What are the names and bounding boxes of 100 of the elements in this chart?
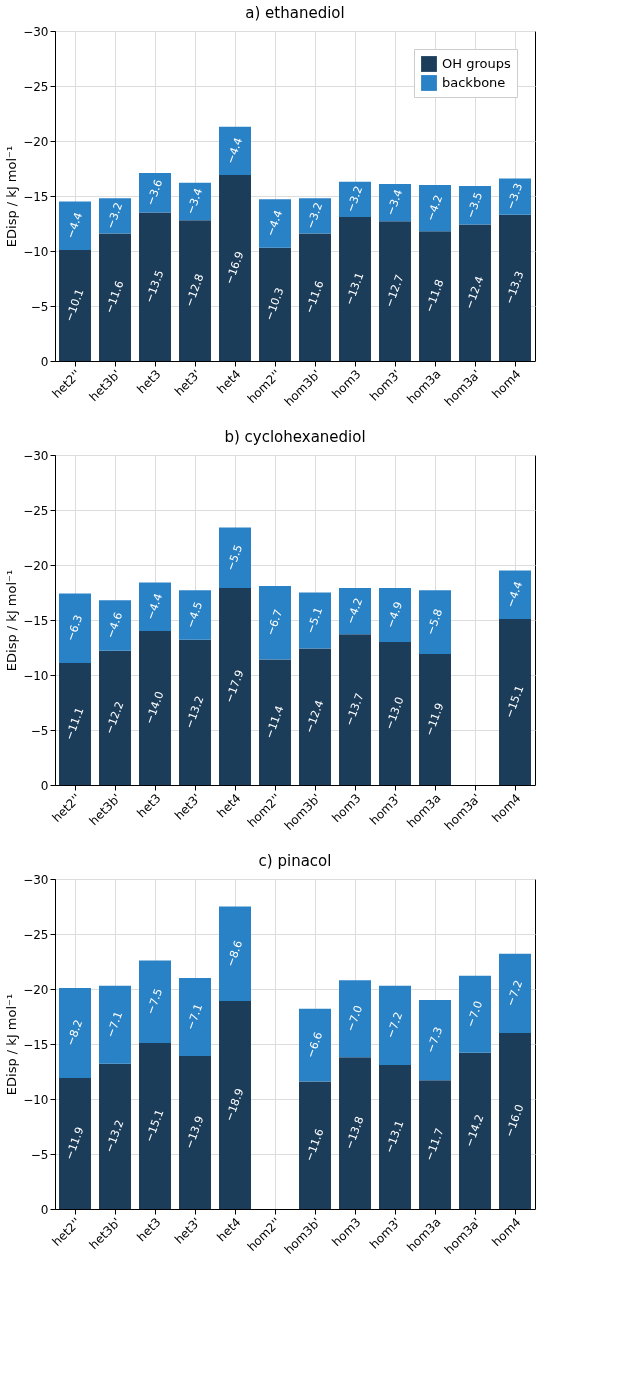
bar: [379, 642, 411, 785]
bar: [139, 960, 171, 1043]
data-label: −3.4: [383, 187, 406, 218]
data-label: −11.1: [62, 705, 87, 742]
y-tick-label: −20: [23, 134, 49, 149]
data-label: −4.4: [63, 210, 86, 241]
bar: [259, 659, 291, 785]
y-tick-label: −25: [23, 927, 49, 942]
data-label: −13.0: [382, 695, 407, 732]
data-label: −10.3: [262, 286, 287, 323]
data-label: −13.5: [142, 268, 167, 305]
data-label: −13.9: [182, 1114, 207, 1151]
data-label: −4.4: [503, 579, 526, 610]
bar: [299, 592, 331, 649]
data-label: −13.8: [342, 1114, 367, 1151]
y-axis-title: EDisp / kJ mol⁻¹: [4, 993, 20, 1096]
data-label: −7.1: [183, 1002, 206, 1032]
bar: [499, 570, 531, 619]
bar: [179, 639, 211, 785]
bar: [339, 588, 371, 635]
bar: [499, 618, 531, 785]
bar: [59, 201, 91, 250]
data-label: −3.5: [463, 190, 486, 220]
data-label: −17.9: [222, 668, 247, 705]
data-label: −11.4: [262, 704, 287, 741]
data-label: −4.4: [263, 208, 286, 239]
bar: [59, 1078, 91, 1209]
data-label: −3.2: [103, 200, 126, 231]
bar: [179, 220, 211, 361]
data-label: −11.6: [302, 278, 327, 316]
bar: [139, 631, 171, 785]
data-label: −5.8: [423, 607, 446, 637]
y-axis-title: EDisp / kJ mol⁻¹: [4, 569, 20, 672]
bar: [379, 1064, 411, 1209]
data-label: −12.4: [462, 274, 487, 311]
y-tick-label: −25: [23, 503, 49, 518]
bar: [59, 593, 91, 663]
data-label: −4.5: [183, 600, 206, 630]
bar: [299, 648, 331, 785]
y-tick-label: −30: [23, 448, 49, 463]
data-label: −4.4: [143, 591, 166, 622]
y-tick-label: 0: [40, 778, 49, 793]
data-label: −3.6: [143, 177, 166, 208]
data-label: −11.9: [422, 701, 447, 738]
bar: [219, 588, 251, 785]
bar: [419, 654, 451, 785]
y-tick-label: −10: [23, 668, 49, 683]
data-label: −4.2: [423, 193, 446, 223]
data-label: −5.5: [223, 542, 246, 573]
y-tick-label: −30: [23, 872, 49, 887]
y-tick-label: −10: [23, 1092, 49, 1107]
bar: [219, 126, 251, 176]
data-label: −14.2: [462, 1112, 487, 1149]
data-label: −3.2: [303, 200, 326, 231]
bar: [379, 985, 411, 1065]
data-label: −13.1: [382, 1118, 407, 1155]
bar: [299, 233, 331, 361]
data-label: −11.7: [422, 1126, 447, 1163]
bar: [219, 906, 251, 1002]
data-label: −6.6: [303, 1030, 326, 1060]
legend-label: OH groups: [442, 56, 511, 71]
bar: [419, 1000, 451, 1081]
bar: [259, 247, 291, 361]
bar: [339, 1057, 371, 1209]
y-tick-label: −5: [30, 723, 49, 738]
data-label: −7.2: [383, 1010, 406, 1040]
data-label: −13.2: [182, 694, 207, 731]
bar: [339, 216, 371, 361]
y-tick-label: −20: [23, 558, 49, 573]
data-label: −4.2: [343, 596, 366, 626]
data-label: −13.1: [342, 270, 367, 307]
data-label: −6.7: [263, 607, 286, 638]
data-label: −11.6: [302, 1126, 327, 1164]
data-label: −14.0: [142, 689, 167, 726]
legend-label: backbone: [442, 75, 506, 90]
bar: [459, 1052, 491, 1209]
bar: [499, 1033, 531, 1209]
bar: [379, 588, 411, 642]
bar: [99, 1063, 131, 1209]
y-tick-label: 0: [40, 354, 49, 369]
data-label: −11.6: [102, 278, 127, 316]
data-label: −13.3: [502, 269, 527, 306]
y-tick-label: −10: [23, 244, 49, 259]
data-label: −16.0: [502, 1102, 527, 1139]
bar: [219, 175, 251, 361]
y-axis-title: EDisp / kJ mol⁻¹: [4, 145, 20, 248]
data-label: −4.6: [103, 610, 126, 641]
data-label: −11.9: [62, 1125, 87, 1162]
data-label: −7.2: [503, 978, 526, 1009]
bar: [139, 212, 171, 361]
data-label: −6.3: [63, 613, 86, 643]
y-tick-label: −5: [30, 299, 49, 314]
bar: [339, 980, 371, 1058]
bar: [259, 199, 291, 248]
bar: [419, 231, 451, 361]
y-tick-label: 0: [40, 1202, 49, 1217]
data-label: −18.9: [222, 1086, 247, 1123]
data-label: −3.4: [183, 186, 206, 217]
y-tick-label: −15: [23, 189, 49, 204]
bar: [299, 1008, 331, 1082]
